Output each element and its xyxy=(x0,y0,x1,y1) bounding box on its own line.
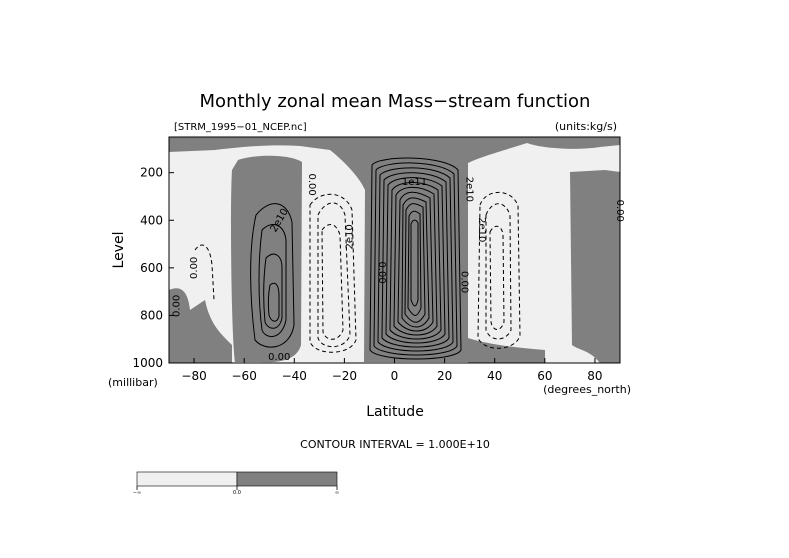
negative-contours xyxy=(194,191,521,353)
x-tick-label: −20 xyxy=(332,369,357,383)
positive-region-sh-ferrel xyxy=(231,155,302,363)
x-tick-label: 60 xyxy=(537,369,552,383)
x-tick-label: −60 xyxy=(232,369,257,383)
hadley-contours xyxy=(369,157,462,360)
x-units-label: (degrees_north) xyxy=(543,383,631,396)
chart-title: Monthly zonal mean Mass−stream function xyxy=(200,91,591,112)
x-axis-title: Latitude xyxy=(366,404,424,420)
contour-value-label: 0.00 xyxy=(172,295,183,317)
contour-value-label: 2e10 xyxy=(476,217,487,242)
contour-value-label: 0.00 xyxy=(268,352,290,363)
contour-value-label: 0.00 xyxy=(189,257,200,279)
x-tick-label: 80 xyxy=(587,369,602,383)
colorbar-negative-swatch xyxy=(136,471,238,487)
y-units-label: (millibar) xyxy=(108,376,158,389)
units-label: (units:kg/s) xyxy=(555,120,617,133)
y-axis: 200 400 600 800 1000 xyxy=(132,166,174,370)
contour-interval-label: CONTOUR INTERVAL = 1.000E+10 xyxy=(300,438,490,451)
x-axis: −80 −60 −40 −20 0 20 40 60 80 xyxy=(181,358,603,383)
file-label: [STRM_1995−01_NCEP.nc] xyxy=(174,122,307,133)
y-axis-title: Level xyxy=(111,232,127,269)
colorbar-label-min: −∞ xyxy=(133,490,141,496)
positive-region-nh-surface xyxy=(468,338,545,363)
positive-region-hadley xyxy=(169,137,620,362)
contour-value-label: 2e10 xyxy=(344,224,355,249)
x-tick-label: −80 xyxy=(181,369,206,383)
positive-region-nh-polar xyxy=(570,170,620,363)
x-tick-label: 0 xyxy=(391,369,399,383)
positive-region-sh-surface xyxy=(169,288,232,363)
colorbar-label-zero: 0.0 xyxy=(233,490,241,496)
contour-value-label: 2e10 xyxy=(464,177,475,202)
y-tick-label: 800 xyxy=(140,308,163,322)
contour-value-label: 0.00 xyxy=(306,173,317,195)
contour-value-label: 0.00 xyxy=(376,261,387,283)
y-tick-label: 1000 xyxy=(132,356,163,370)
contour-value-label: 0.00 xyxy=(459,271,470,293)
colorbar-label-max: ∞ xyxy=(335,490,339,496)
contour-value-label: 1e11 xyxy=(402,177,427,188)
colorbar-positive-swatch xyxy=(236,471,338,487)
colorbar: −∞ 0.0 ∞ xyxy=(133,471,339,496)
x-tick-label: −40 xyxy=(282,369,307,383)
y-tick-label: 400 xyxy=(140,213,163,227)
positive-contours xyxy=(250,203,295,348)
x-tick-label: 40 xyxy=(487,369,502,383)
y-tick-label: 600 xyxy=(140,261,163,275)
x-tick-label: 20 xyxy=(437,369,452,383)
y-tick-label: 200 xyxy=(140,166,163,180)
